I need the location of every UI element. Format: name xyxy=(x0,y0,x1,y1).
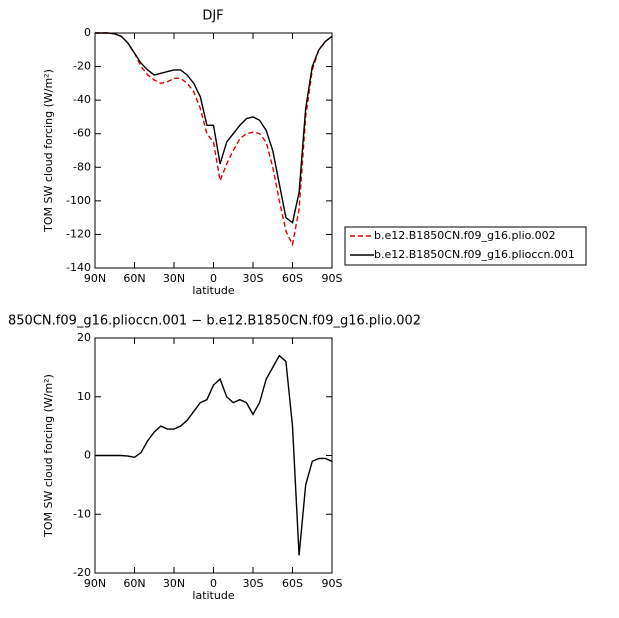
x-tick-label: 90S xyxy=(322,577,343,590)
series-line xyxy=(95,32,333,247)
y-axis-label: TOM SW cloud forcing (W/m²) xyxy=(42,69,55,233)
x-tick-label: 90N xyxy=(84,272,106,285)
x-tick-label: 0 xyxy=(210,272,217,285)
y-tick-label: -140 xyxy=(66,261,91,274)
x-tick-label: 0 xyxy=(210,577,217,590)
legend-label: b.e12.B1850CN.f09_g16.plio.002 xyxy=(374,229,556,242)
x-tick-label: 60N xyxy=(123,272,145,285)
x-axis-label: latitude xyxy=(192,284,234,297)
x-tick-label: 30N xyxy=(163,577,185,590)
y-tick-label: -120 xyxy=(66,227,91,240)
y-tick-label: 20 xyxy=(77,331,91,344)
y-tick-label: 0 xyxy=(84,449,91,462)
series-line xyxy=(95,354,333,556)
x-tick-label: 30S xyxy=(243,577,264,590)
legend-box xyxy=(344,226,587,266)
y-tick-label: -100 xyxy=(66,194,91,207)
x-tick-label: 30S xyxy=(243,272,264,285)
x-tick-label: 30N xyxy=(163,272,185,285)
y-tick-label: -60 xyxy=(73,127,91,140)
x-tick-label: 60N xyxy=(123,577,145,590)
y-tick-label: 10 xyxy=(77,390,91,403)
x-axis-label: latitude xyxy=(192,589,234,602)
x-tick-label: 90N xyxy=(84,577,106,590)
y-tick-label: -20 xyxy=(73,566,91,579)
y-tick-label: -10 xyxy=(73,507,91,520)
y-tick-label: -40 xyxy=(73,93,91,106)
legend-label: b.e12.B1850CN.f09_g16.plioccn.001 xyxy=(374,248,575,261)
y-tick-label: -20 xyxy=(73,60,91,73)
x-tick-label: 90S xyxy=(322,272,343,285)
chart-title: DJF xyxy=(202,9,223,24)
series-line xyxy=(95,32,333,224)
y-axis-label: TOM SW cloud forcing (W/m²) xyxy=(42,374,55,538)
chart-title: 850CN.f09_g16.plioccn.001 − b.e12.B1850C… xyxy=(8,314,421,329)
y-tick-label: -80 xyxy=(73,160,91,173)
x-tick-label: 60S xyxy=(282,272,303,285)
x-tick-label: 60S xyxy=(282,577,303,590)
plot-frame xyxy=(94,337,333,574)
plot-frame xyxy=(94,32,333,269)
y-tick-label: 0 xyxy=(84,26,91,39)
